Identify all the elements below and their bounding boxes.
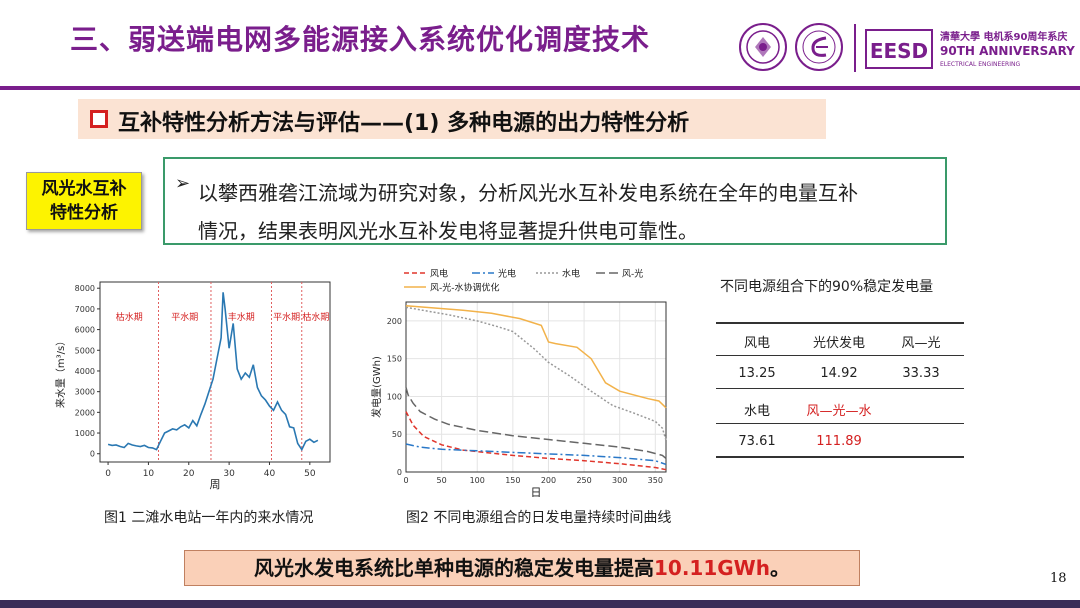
x-tick-label: 50 xyxy=(304,469,316,479)
y-axis-label: 发电量(GWh) xyxy=(370,356,383,418)
x-tick-label: 40 xyxy=(264,469,276,479)
period-label: 平水期 xyxy=(171,311,198,323)
arrow-bullet-icon: ➢ xyxy=(175,173,191,194)
fig1-caption: 图1 二滩水电站一年内的来水情况 xyxy=(104,510,314,526)
table-top-rule xyxy=(716,322,964,324)
x-tick-label: 250 xyxy=(576,476,591,485)
anniversary-text-line3: ELECTRICAL ENGINEERING xyxy=(940,61,1021,68)
period-label: 枯水期 xyxy=(116,311,143,323)
chart1-plot-frame xyxy=(99,281,331,463)
x-tick-label: 350 xyxy=(648,476,663,485)
x-tick-label: 20 xyxy=(183,469,195,479)
series-line xyxy=(405,387,667,459)
x-tick-label: 150 xyxy=(505,476,520,485)
x-tick-label: 0 xyxy=(403,476,408,485)
page-number: 18 xyxy=(1050,571,1067,586)
series-line xyxy=(405,411,667,471)
series-line xyxy=(405,305,667,409)
table-bottom-rule xyxy=(716,456,964,458)
description-box: ➢ 以攀西雅砻江流域为研究对象，分析风光水互补发电系统在全年的电量互补 情况，结… xyxy=(163,157,947,245)
x-tick-label: 30 xyxy=(223,469,235,479)
table-value-cell: 33.33 xyxy=(902,366,940,381)
topic-tag: 风光水互补 特性分析 xyxy=(26,172,142,230)
x-tick-label: 0 xyxy=(105,469,111,479)
y-tick-label: 50 xyxy=(392,430,402,439)
slide-title: 三、弱送端电网多能源接入系统优化调度技术 xyxy=(70,23,651,56)
legend-label: 风-光 xyxy=(622,268,643,280)
period-label: 丰水期 xyxy=(228,311,255,323)
x-tick-label: 100 xyxy=(470,476,485,485)
x-tick-label: 300 xyxy=(612,476,627,485)
y-tick-label: 1000 xyxy=(75,429,95,438)
conclusion-suffix: 。 xyxy=(769,556,790,580)
duration-curve-chart: 0 50 100 150 200 250 300 350050100150200日发电量(GW… xyxy=(368,262,676,497)
y-tick-label: 2000 xyxy=(75,408,95,417)
conclusion-text: 风光水发电系统比单种电源的稳定发电量提高 xyxy=(254,556,654,580)
section-subheader: 互补特性分析方法与评估——(1) 多种电源的出力特性分析 xyxy=(78,99,826,139)
table-header-cell: 风—光 xyxy=(901,336,941,351)
series-line xyxy=(405,306,667,441)
table-rule xyxy=(716,388,964,389)
description-line2: 情况，结果表明风光水互补发电将显著提升供电可靠性。 xyxy=(198,219,698,243)
topic-tag-line1: 风光水互补 xyxy=(41,179,127,199)
footer-bar xyxy=(0,600,1080,608)
legend-label: 风-光-水协调优化 xyxy=(430,282,500,294)
inflow-series-line xyxy=(107,292,319,452)
table-header-cell: 风电 xyxy=(743,336,770,351)
x-tick-label: 200 xyxy=(541,476,556,485)
period-label: 平水期 xyxy=(273,311,300,323)
y-tick-label: 7000 xyxy=(75,305,95,314)
table-rule xyxy=(716,355,964,356)
description-line1: 以攀西雅砻江流域为研究对象，分析风光水互补发电系统在全年的电量互补 xyxy=(198,181,858,205)
subheader-text: 互补特性分析方法与评估——(1) 多种电源的出力特性分析 xyxy=(118,111,690,136)
table-value-cell: 73.61 xyxy=(738,434,776,449)
anniversary-text-line1: 清華大學 电机系90周年系庆 xyxy=(940,32,1068,43)
legend-label: 风电 xyxy=(430,268,448,280)
table-value-cell-highlight: 111.89 xyxy=(816,434,862,449)
y-tick-label: 150 xyxy=(387,355,402,364)
anniversary-text-line2: 90TH ANNIVERSARY xyxy=(940,44,1075,58)
conclusion-highlight: 10.11GWh xyxy=(654,556,770,580)
x-axis-label: 日 xyxy=(531,486,542,497)
table-header-cell: 水电 xyxy=(743,404,770,419)
logo-divider xyxy=(854,24,856,72)
chart2-plot-frame xyxy=(405,301,667,473)
period-label: 枯水期 xyxy=(302,311,329,323)
university-seal-logo xyxy=(738,22,788,72)
table-rule xyxy=(716,423,964,424)
y-tick-label: 0 xyxy=(397,468,402,477)
title-underline xyxy=(0,86,1080,90)
department-seal-logo xyxy=(794,22,844,72)
y-tick-label: 200 xyxy=(387,317,402,326)
x-tick-label: 10 xyxy=(143,469,155,479)
table-header-cell: 光伏发电 xyxy=(812,336,865,351)
fig2-caption: 图2 不同电源组合的日发电量持续时间曲线 xyxy=(406,510,672,526)
series-line xyxy=(405,443,667,466)
y-tick-label: 8000 xyxy=(75,284,95,293)
y-tick-label: 0 xyxy=(90,450,95,459)
table-value-cell: 14.92 xyxy=(820,366,858,381)
y-tick-label: 4000 xyxy=(75,367,95,376)
legend-label: 光电 xyxy=(498,268,516,280)
y-axis-label: 来水量（m³/s） xyxy=(55,336,67,408)
y-tick-label: 100 xyxy=(387,392,402,401)
conclusion-banner: 风光水发电系统比单种电源的稳定发电量提高10.11GWh。 xyxy=(184,550,860,586)
legend-label: 水电 xyxy=(562,268,580,280)
x-tick-label: 50 xyxy=(437,476,447,485)
anniversary-emblem-logo: EESD xyxy=(864,26,934,72)
y-tick-label: 3000 xyxy=(75,388,95,397)
anniversary-emblem-text: EESD xyxy=(870,39,928,63)
table-title: 不同电源组合下的90%稳定发电量 xyxy=(720,279,934,295)
square-bullet-icon xyxy=(90,110,108,128)
y-tick-label: 5000 xyxy=(75,346,95,355)
x-axis-label: 周 xyxy=(210,478,221,491)
table-value-cell: 13.25 xyxy=(738,366,776,381)
topic-tag-line2: 特性分析 xyxy=(50,203,118,223)
table-header-cell-highlight: 风—光—水 xyxy=(806,404,872,419)
y-tick-label: 6000 xyxy=(75,326,95,335)
